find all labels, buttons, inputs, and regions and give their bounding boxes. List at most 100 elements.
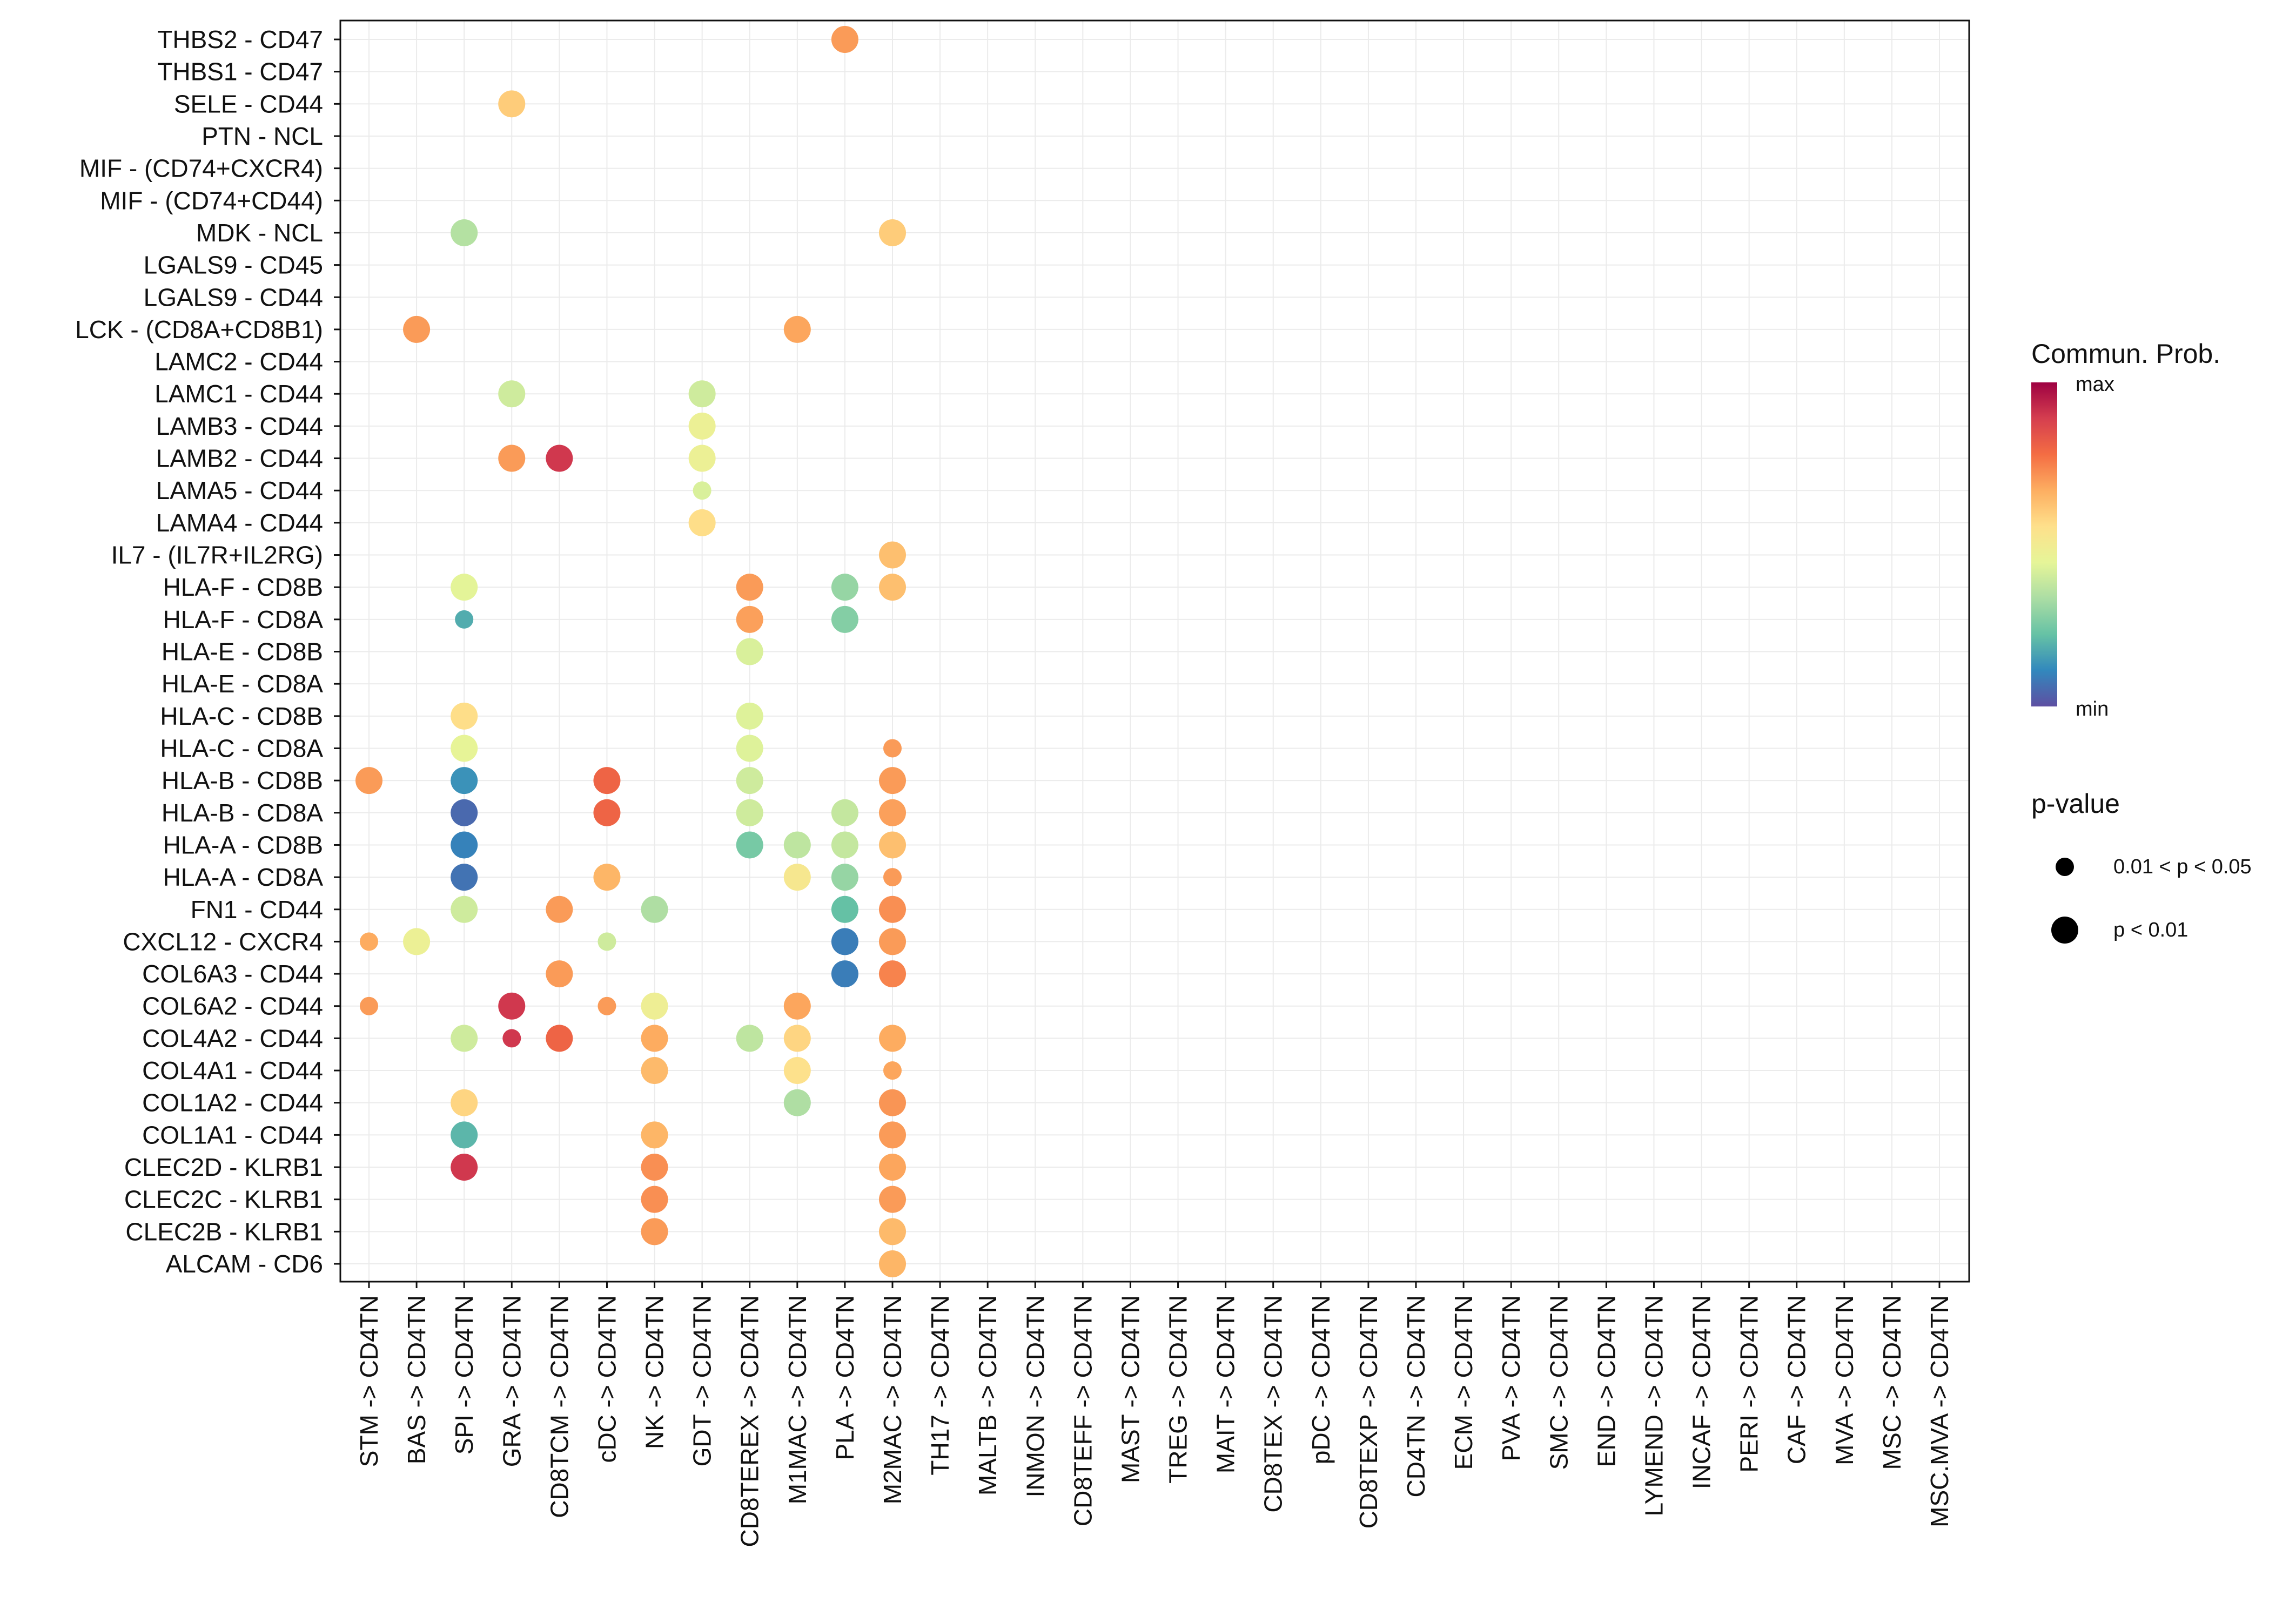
y-tick-label: HLA-E - CD8B xyxy=(162,638,323,666)
data-point xyxy=(593,767,621,794)
data-point xyxy=(879,799,906,826)
data-point xyxy=(360,932,378,951)
color-legend-bar xyxy=(2031,382,2057,706)
data-point xyxy=(451,1025,478,1052)
data-point xyxy=(783,1057,811,1085)
x-tick-label: CD8TEREX -> CD4TN xyxy=(736,1295,764,1547)
y-tick-label: THBS2 - CD47 xyxy=(157,25,323,53)
x-tick-label: cDC -> CD4TN xyxy=(593,1295,621,1463)
color-legend-max-label: max xyxy=(2076,373,2114,396)
data-point xyxy=(451,767,478,794)
data-point xyxy=(641,1218,668,1245)
data-point xyxy=(451,1089,478,1116)
data-point xyxy=(879,1250,906,1277)
data-point xyxy=(641,1057,668,1085)
x-tick-label: M1MAC -> CD4TN xyxy=(783,1295,811,1504)
y-tick-label: LAMA4 - CD44 xyxy=(156,509,323,537)
data-point xyxy=(403,928,431,955)
data-point xyxy=(831,605,858,633)
data-point xyxy=(879,1218,906,1245)
x-tick-label: CD8TCM -> CD4TN xyxy=(545,1295,573,1518)
x-tick-label: MVA -> CD4TN xyxy=(1830,1295,1858,1465)
data-point xyxy=(736,735,763,762)
y-tick-label: SELE - CD44 xyxy=(174,90,323,118)
x-tick-label: TH17 -> CD4TN xyxy=(926,1295,954,1476)
color-legend: Commun. Prob. max min xyxy=(2031,339,2220,720)
data-point xyxy=(831,895,858,923)
y-tick-label: CLEC2D - KLRB1 xyxy=(124,1153,323,1181)
data-point xyxy=(831,26,858,53)
x-tick-label: CD8TEXP -> CD4TN xyxy=(1354,1295,1382,1528)
data-point xyxy=(831,928,858,955)
data-point xyxy=(736,1025,763,1052)
data-point xyxy=(498,445,526,472)
y-tick-label: MIF - (CD74+CD44) xyxy=(100,186,323,214)
data-point xyxy=(451,1154,478,1181)
data-points xyxy=(355,26,906,1277)
y-tick-label: HLA-F - CD8B xyxy=(163,573,323,601)
data-point xyxy=(641,1186,668,1213)
y-tick-label: LAMC2 - CD44 xyxy=(155,348,323,376)
x-tick-label: CAF -> CD4TN xyxy=(1783,1295,1811,1464)
y-tick-label: COL1A2 - CD44 xyxy=(142,1089,323,1117)
data-point xyxy=(498,380,526,408)
data-point xyxy=(831,864,858,891)
x-tick-label: SMC -> CD4TN xyxy=(1545,1295,1573,1470)
data-point xyxy=(879,1025,906,1052)
data-point xyxy=(546,445,573,472)
data-point xyxy=(879,1186,906,1213)
size-legend-label-large: p < 0.01 xyxy=(2113,919,2188,941)
y-tick-label: LAMA5 - CD44 xyxy=(156,476,323,504)
data-point xyxy=(688,380,716,408)
y-tick-label: COL4A2 - CD44 xyxy=(142,1024,323,1052)
y-tick-label: COL6A3 - CD44 xyxy=(142,960,323,988)
x-tick-label: MALTB -> CD4TN xyxy=(974,1295,1002,1496)
y-tick-label: THBS1 - CD47 xyxy=(157,58,323,86)
x-axis-tick-labels: STM -> CD4TN BAS -> CD4TN SPI -> CD4TN GRA … xyxy=(355,1282,1953,1547)
y-tick-label: CXCL12 - CXCR4 xyxy=(123,927,323,955)
data-point xyxy=(879,1154,906,1181)
data-point xyxy=(403,315,431,343)
data-point xyxy=(598,996,616,1015)
y-tick-label: LCK - (CD8A+CD8B1) xyxy=(75,315,323,344)
data-point xyxy=(783,315,811,343)
data-point xyxy=(498,90,526,118)
y-tick-label: HLA-F - CD8A xyxy=(163,605,324,634)
data-point xyxy=(831,960,858,988)
y-tick-label: FN1 - CD44 xyxy=(191,895,323,924)
x-tick-label: CD8TEFF -> CD4TN xyxy=(1069,1295,1097,1526)
y-tick-label: MDK - NCL xyxy=(196,219,323,247)
data-point xyxy=(451,735,478,762)
x-tick-label: INCAF -> CD4TN xyxy=(1688,1295,1716,1489)
y-tick-label: LAMB3 - CD44 xyxy=(156,412,323,440)
color-legend-min-label: min xyxy=(2076,698,2109,720)
x-tick-label: STM -> CD4TN xyxy=(355,1295,383,1467)
data-point xyxy=(736,799,763,826)
data-point xyxy=(879,1089,906,1116)
data-point xyxy=(883,1061,902,1080)
x-tick-label: PVA -> CD4TN xyxy=(1497,1295,1525,1461)
data-point xyxy=(879,1121,906,1149)
size-legend-title: p-value xyxy=(2031,789,2120,819)
data-point xyxy=(598,932,616,951)
size-legend-dot-small xyxy=(2056,858,2074,876)
data-point xyxy=(451,574,478,601)
data-point xyxy=(688,412,716,440)
y-tick-label: HLA-E - CD8A xyxy=(162,670,323,698)
y-tick-label: CLEC2C - KLRB1 xyxy=(124,1186,323,1214)
data-point xyxy=(883,868,902,887)
x-tick-label: M2MAC -> CD4TN xyxy=(878,1295,907,1504)
y-tick-label: ALCAM - CD6 xyxy=(166,1250,323,1278)
data-point xyxy=(502,1029,521,1048)
x-tick-label: BAS -> CD4TN xyxy=(402,1295,431,1464)
x-tick-label: PERI -> CD4TN xyxy=(1735,1295,1763,1472)
data-point xyxy=(546,895,573,923)
data-point xyxy=(736,638,763,665)
x-tick-label: END -> CD4TN xyxy=(1592,1295,1620,1467)
y-tick-label: LAMC1 - CD44 xyxy=(155,380,323,408)
data-point xyxy=(593,864,621,891)
data-point xyxy=(879,928,906,955)
y-tick-label: PTN - NCL xyxy=(202,122,323,150)
